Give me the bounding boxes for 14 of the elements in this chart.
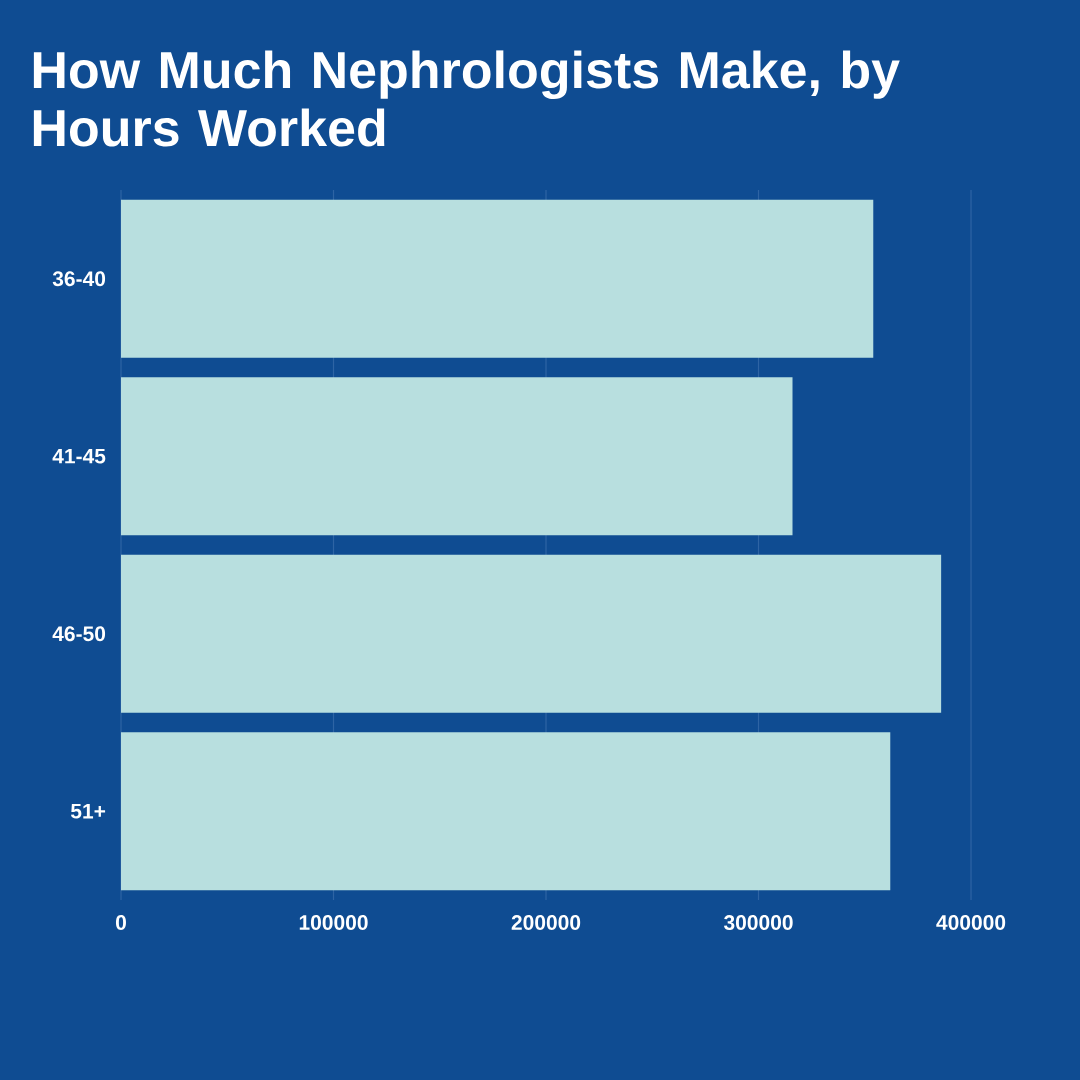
x-tick-label: 200000: [511, 915, 581, 930]
bar: [121, 199, 874, 358]
y-tick-label: 36-40: [52, 271, 106, 287]
bar: [121, 554, 942, 713]
x-tick-label: 400000: [936, 915, 1006, 930]
x-tick-label: 100000: [299, 915, 368, 930]
bar: [121, 732, 891, 891]
y-tick-label: 41-45: [52, 448, 106, 464]
x-tick-label: 300000: [723, 915, 793, 930]
y-tick-label: 51+: [70, 803, 106, 819]
bar: [121, 377, 793, 536]
x-tick-label: 0: [115, 915, 126, 930]
y-tick-label: 46-50: [52, 626, 106, 642]
chart-title: How Much Nephrologists Make, by Hours Worked: [33, 50, 900, 147]
